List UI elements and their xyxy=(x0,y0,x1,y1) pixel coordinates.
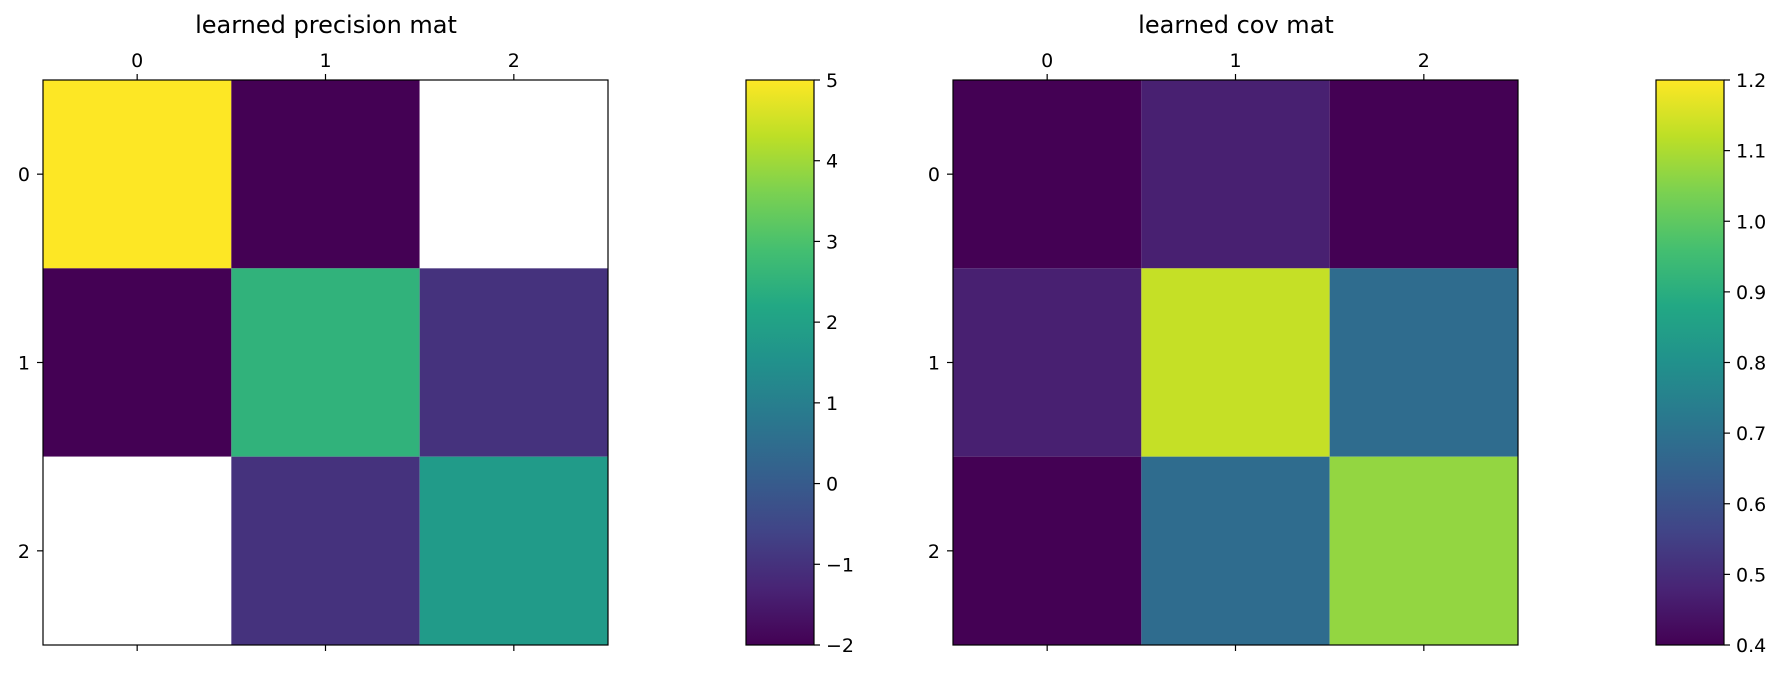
colorbar-tick-label: 1.2 xyxy=(1736,70,1766,92)
heatmap-cell xyxy=(231,80,420,269)
colorbar-tick-label: 0.9 xyxy=(1736,282,1766,304)
heatmap-cell xyxy=(43,456,232,645)
heatmap-cell xyxy=(43,268,232,457)
heatmap-cell xyxy=(1141,456,1330,645)
heatmap-cell xyxy=(953,80,1142,269)
colorbar-tick-label: 2 xyxy=(826,312,838,334)
colorbar xyxy=(745,79,815,646)
heatmap-cell xyxy=(231,268,420,457)
y-tick-label: 1 xyxy=(928,353,940,375)
y-tick-label: 1 xyxy=(18,353,30,375)
heatmap-cell xyxy=(1329,80,1518,269)
heatmap-cell xyxy=(953,456,1142,645)
colorbar-tick-label: −1 xyxy=(826,554,854,576)
x-tick-label: 1 xyxy=(319,50,331,72)
heatmap-cell xyxy=(1141,268,1330,457)
heatmap-cell xyxy=(419,80,608,269)
colorbar-tick-label: 1 xyxy=(826,393,838,415)
x-tick-label: 1 xyxy=(1229,50,1241,72)
colorbar-tick-label: 0.8 xyxy=(1736,353,1766,375)
covariance-heatmap-panel: learned cov mat 0 1 2 0 1 2 0.4 0.5 0.6 0.7 0.8 0.9… xyxy=(928,11,1766,657)
colorbar-tick-label: 0.4 xyxy=(1736,635,1766,657)
colorbar-tick-label: 1.0 xyxy=(1736,211,1766,233)
heatmap-cell xyxy=(419,268,608,457)
x-tick-label: 2 xyxy=(508,50,520,72)
heatmap-cell xyxy=(1329,268,1518,457)
colorbar-tick-label: 0 xyxy=(826,474,838,496)
colorbar-tick-label: 4 xyxy=(826,151,838,173)
x-tick-label: 0 xyxy=(1041,50,1053,72)
y-tick-label: 2 xyxy=(18,541,30,563)
heatmap-cell xyxy=(1329,456,1518,645)
colorbar-tick-label: 0.6 xyxy=(1736,494,1766,516)
colorbar-tick-label: 5 xyxy=(826,70,838,92)
colorbar-tick-label: 1.1 xyxy=(1736,141,1766,163)
heatmap-cell xyxy=(419,456,608,645)
x-tick-label: 2 xyxy=(1418,50,1430,72)
chart-title: learned cov mat xyxy=(1138,11,1334,39)
chart-title: learned precision mat xyxy=(195,11,457,39)
y-tick-label: 0 xyxy=(928,164,940,186)
precision-heatmap-panel: learned precision mat 0 1 2 0 1 2 −2 −1 0 1 2 3 4 5 xyxy=(18,11,854,657)
colorbar-tick-label: 0.7 xyxy=(1736,423,1766,445)
colorbar-tick-label: −2 xyxy=(826,635,854,657)
colorbar-tick-label: 3 xyxy=(826,231,838,253)
heatmap-cell xyxy=(231,456,420,645)
colorbar xyxy=(1655,79,1725,646)
y-tick-label: 0 xyxy=(18,164,30,186)
x-tick-label: 0 xyxy=(131,50,143,72)
y-tick-label: 2 xyxy=(928,541,940,563)
heatmap-cell xyxy=(43,80,232,269)
heatmap-cell xyxy=(953,268,1142,457)
colorbar-tick-label: 0.5 xyxy=(1736,564,1766,586)
heatmap-cell xyxy=(1141,80,1330,269)
